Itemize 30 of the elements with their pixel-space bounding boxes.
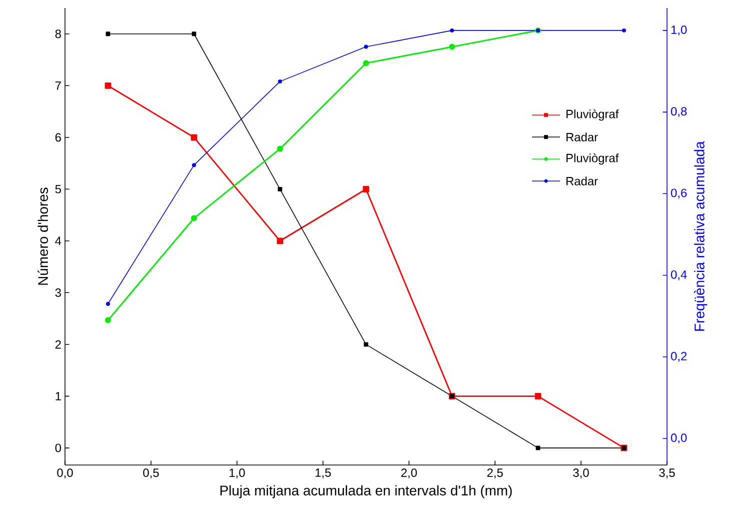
x-axis-title: Pluja mitjana acumulada en intervals d'1h (mm) [220, 485, 512, 498]
y-tick-label: 7 [55, 82, 61, 90]
x-tick-label: 3,0 [573, 468, 589, 478]
y2-tick-label: 0,4 [670, 270, 687, 280]
y-tick-label: 5 [55, 184, 61, 194]
x-tick-label: 2,0 [401, 468, 417, 478]
legend-label: Pluviògraf [566, 109, 619, 121]
x-tick-label: 1,0 [230, 468, 245, 478]
x-tick-label: 2,5 [487, 468, 503, 478]
y2-tick-label: 0,8 [670, 107, 687, 117]
legend-label: Pluviògraf [566, 153, 619, 165]
y2-axis-title: Freqüència relativa acumulada [694, 141, 708, 331]
x-tick-label: 0,5 [143, 468, 159, 478]
y-tick-label: 2 [55, 340, 61, 349]
x-tick-label: 3,5 [659, 468, 675, 478]
y-tick-label: 4 [55, 236, 62, 246]
y-tick-label: 0 [55, 444, 62, 452]
y2-tick-label: 1,0 [671, 26, 687, 36]
y-tick-label: 8 [55, 30, 61, 38]
legend-label: Radar [566, 176, 598, 186]
x-tick-label: 1,5 [316, 468, 331, 478]
legend-label: Radar [566, 132, 598, 142]
y2-tick-label: 0,6 [670, 188, 687, 199]
y-tick-label: 6 [55, 133, 61, 142]
y-axis-title: Número d'hores [38, 188, 48, 285]
y2-tick-label: 0,0 [670, 434, 687, 444]
x-tick-label: 0,0 [57, 468, 73, 478]
y2-tick-label: 0,2 [670, 352, 687, 362]
y-tick-label: 3 [55, 288, 61, 297]
y-tick-label: 1 [56, 392, 61, 400]
